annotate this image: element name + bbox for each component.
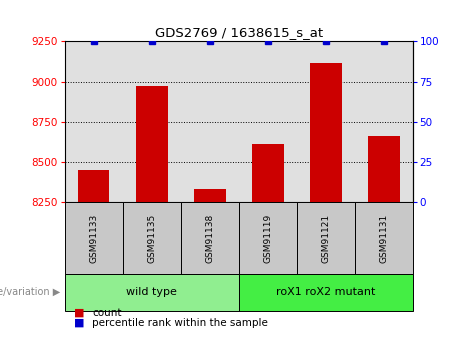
Bar	[239, 274, 413, 310]
Bar	[123, 202, 181, 274]
Text: ■: ■	[74, 308, 84, 318]
Text: GSM91133: GSM91133	[89, 214, 98, 263]
Bar	[65, 202, 123, 274]
Bar	[367, 136, 400, 202]
Text: GSM91138: GSM91138	[205, 214, 214, 263]
Text: ■: ■	[74, 318, 84, 327]
Bar	[136, 86, 167, 202]
Title: GDS2769 / 1638615_s_at: GDS2769 / 1638615_s_at	[154, 26, 323, 39]
Bar	[65, 274, 239, 310]
Bar	[239, 202, 296, 274]
Bar	[77, 170, 110, 202]
Bar	[194, 189, 225, 202]
Text: genotype/variation ▶: genotype/variation ▶	[0, 287, 60, 297]
Text: percentile rank within the sample: percentile rank within the sample	[92, 318, 268, 327]
Bar	[252, 144, 284, 202]
Text: GSM91121: GSM91121	[321, 214, 330, 263]
Text: GSM91131: GSM91131	[379, 214, 388, 263]
Text: count: count	[92, 308, 122, 318]
Bar	[355, 202, 413, 274]
Text: GSM91135: GSM91135	[147, 214, 156, 263]
Text: GSM91119: GSM91119	[263, 214, 272, 263]
Bar	[181, 202, 239, 274]
Bar	[296, 202, 355, 274]
Text: roX1 roX2 mutant: roX1 roX2 mutant	[276, 287, 375, 297]
Text: wild type: wild type	[126, 287, 177, 297]
Bar	[310, 63, 342, 202]
